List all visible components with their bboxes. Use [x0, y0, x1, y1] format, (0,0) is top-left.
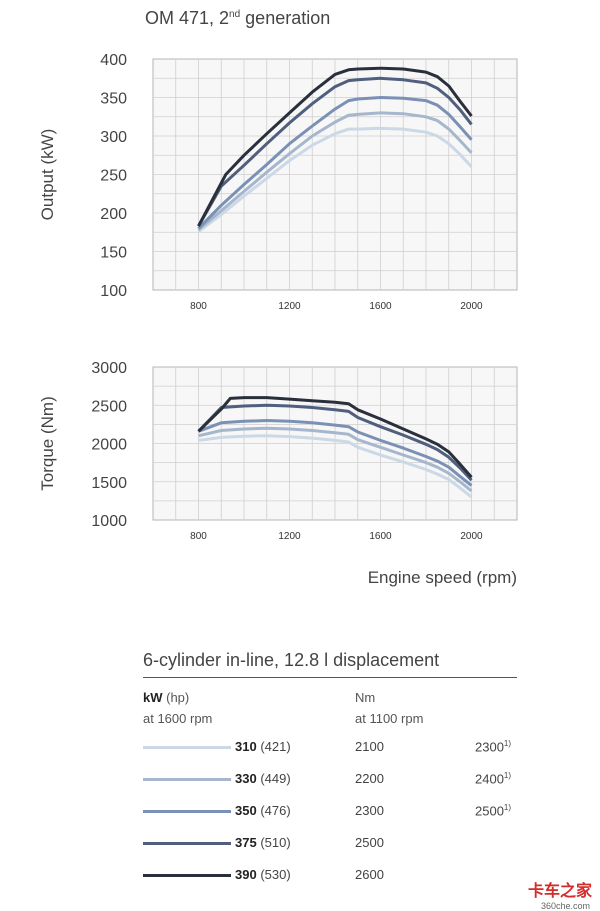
legend-swatch — [143, 842, 231, 845]
spec-row: 375 (510) 2500 — [143, 833, 523, 853]
spec-nm: 2600 — [355, 867, 384, 882]
spec-nm: 2300 — [355, 803, 384, 818]
spec-row: 330 (449) 2200 24001) — [143, 769, 523, 789]
series-line-390 — [197, 66, 473, 227]
x-tick-label: 1200 — [278, 531, 301, 542]
spec-row: 350 (476) 2300 25001) — [143, 801, 523, 821]
series-line-375 — [197, 76, 473, 227]
spec-nm-alt: 24001) — [475, 771, 512, 787]
series-line-375 — [197, 403, 473, 482]
x-tick-label: 2000 — [460, 301, 483, 312]
series-line-310 — [198, 434, 473, 499]
spec-title: 6-cylinder in-line, 12.8 l displacement — [143, 650, 440, 670]
spec-nm: 2100 — [355, 739, 384, 754]
spec-nm: 2200 — [355, 771, 384, 786]
legend-swatch — [143, 874, 231, 877]
y-axis-label: Torque (Nm) — [38, 396, 57, 490]
spec-header-nm: Nm at 1100 rpm — [355, 690, 424, 726]
spec-header-kw: kW (hp) at 1600 rpm — [143, 690, 213, 726]
spec-kw: 390 (530) — [235, 867, 291, 882]
spec-kw: 375 (510) — [235, 835, 291, 850]
series-line-350 — [197, 96, 473, 230]
spec-kw: 330 (449) — [235, 771, 291, 786]
chart-title: OM 471, 2nd generation — [145, 8, 331, 28]
x-tick-label: 800 — [190, 301, 207, 312]
series-line-330 — [198, 426, 473, 493]
y-tick-label: 1500 — [91, 475, 127, 492]
series-line-310 — [197, 126, 473, 233]
torque-chart: 1000 1500 2000 2500 3000 800 1200 1600 2000 Torqu… — [38, 360, 518, 542]
x-tick-label: 1600 — [369, 531, 392, 542]
y-tick-label: 1000 — [91, 513, 127, 530]
y-tick-label: 2000 — [91, 437, 127, 454]
series-line-390 — [197, 396, 473, 479]
legend-swatch — [143, 746, 231, 749]
series-line-330 — [197, 111, 473, 232]
series-line-350 — [197, 419, 473, 487]
x-tick-label: 1600 — [369, 301, 392, 312]
x-tick-label: 2000 — [460, 531, 483, 542]
y-axis-label: Output (kW) — [38, 129, 57, 221]
spec-nm: 2500 — [355, 835, 384, 850]
y-tick-label: 250 — [100, 168, 127, 185]
x-tick-label: 800 — [190, 531, 207, 542]
y-tick-label: 200 — [100, 206, 127, 223]
spec-row: 310 (421) 2100 23001) — [143, 737, 523, 757]
watermark-logo: 卡车之家 — [527, 883, 592, 900]
spec-nm-alt: 25001) — [475, 803, 512, 819]
legend-swatch — [143, 778, 231, 781]
y-tick-label: 150 — [100, 245, 127, 262]
y-tick-label: 100 — [100, 283, 127, 300]
output-chart: 100 150 200 250 300 350 400 800 1200 1600 2000 Outp… — [38, 52, 518, 312]
y-tick-label: 400 — [100, 52, 127, 69]
watermark-url: 360che.com — [540, 901, 590, 911]
y-tick-label: 300 — [100, 129, 127, 146]
y-tick-label: 350 — [100, 91, 127, 108]
y-tick-label: 3000 — [91, 360, 127, 377]
x-tick-label: 1200 — [278, 301, 301, 312]
spec-nm-alt: 23001) — [475, 739, 512, 755]
spec-kw: 350 (476) — [235, 803, 291, 818]
x-axis-label: Engine speed (rpm) — [367, 568, 517, 587]
spec-divider — [143, 677, 517, 678]
spec-kw: 310 (421) — [235, 739, 291, 754]
y-tick-label: 2500 — [91, 398, 127, 415]
legend-swatch — [143, 810, 231, 813]
spec-row: 390 (530) 2600 — [143, 865, 523, 885]
